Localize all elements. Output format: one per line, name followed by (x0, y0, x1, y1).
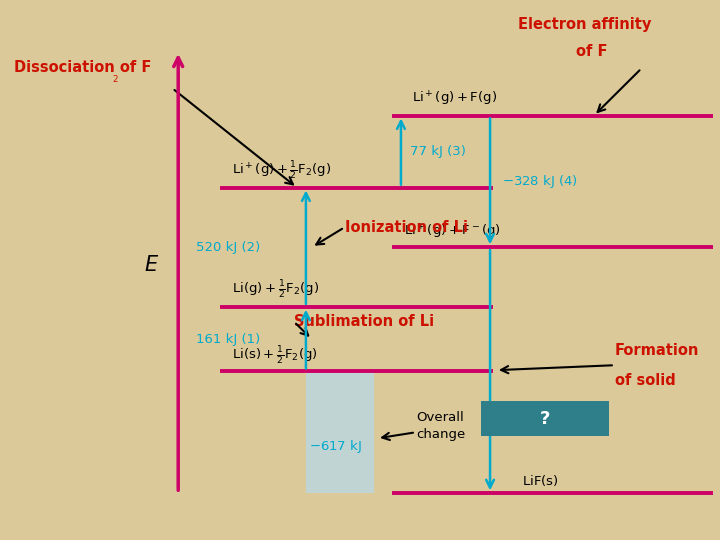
Text: $\rm Li(s) + \frac{1}{2}F_2(g)$: $\rm Li(s) + \frac{1}{2}F_2(g)$ (232, 345, 318, 367)
Text: $-$328 kJ (4): $-$328 kJ (4) (502, 173, 578, 190)
Text: $\rm Li^+(g) + F^-(g)$: $\rm Li^+(g) + F^-(g)$ (404, 223, 501, 241)
Text: 77 kJ (3): 77 kJ (3) (410, 145, 466, 158)
Text: Electron affinity: Electron affinity (518, 17, 652, 32)
Text: $_2$: $_2$ (112, 72, 118, 85)
Text: Ionization of Li: Ionization of Li (344, 220, 467, 235)
Text: Overall
change: Overall change (416, 411, 465, 441)
Text: 520 kJ (2): 520 kJ (2) (196, 241, 260, 254)
Text: $\rm LiF(s)$: $\rm LiF(s)$ (522, 473, 559, 488)
Text: $-$617 kJ: $-$617 kJ (309, 438, 361, 455)
Text: Sublimation of Li: Sublimation of Li (294, 314, 434, 329)
Text: ?: ? (540, 410, 550, 428)
Text: $E$: $E$ (144, 254, 159, 275)
Text: Formation: Formation (615, 343, 699, 358)
Bar (306, 372, 374, 493)
Text: $\rm Li(g) + \frac{1}{2}F_2(g)$: $\rm Li(g) + \frac{1}{2}F_2(g)$ (232, 279, 319, 301)
Text: Dissociation of F: Dissociation of F (14, 60, 152, 75)
Text: 161 kJ (1): 161 kJ (1) (196, 333, 260, 346)
Text: of solid: of solid (615, 373, 675, 388)
Text: $\rm Li^+(g) + \frac{1}{2}F_2(g)$: $\rm Li^+(g) + \frac{1}{2}F_2(g)$ (232, 159, 330, 181)
Text: $\rm Li^+(g) + F(g)$: $\rm Li^+(g) + F(g)$ (412, 90, 497, 108)
Text: of F: of F (576, 44, 608, 59)
Bar (481, 401, 609, 436)
